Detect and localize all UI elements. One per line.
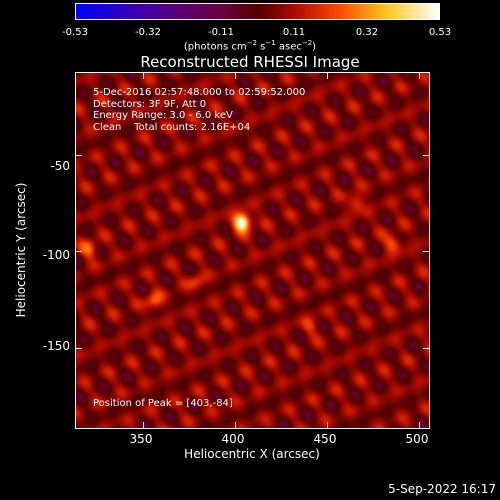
y-tick-mark <box>76 347 82 349</box>
annotation-energy-range: Energy Range: 3.0 - 6.0 keV <box>93 110 233 121</box>
annotation-peak-position: Position of Peak = [403,-84] <box>93 398 233 409</box>
rhessi-image-heatmap <box>76 73 429 428</box>
colorbar-tick-label: -0.53 <box>62 27 88 38</box>
annotation-clean-counts: Clean Total counts: 2.16E+04 <box>93 121 251 133</box>
colorbar-tick-label: 0.32 <box>355 27 379 38</box>
y-tick-mark <box>423 154 429 156</box>
x-tick-mark <box>326 73 328 79</box>
x-tick-mark <box>418 422 420 428</box>
y-axis-label: Heliocentric Y (arcsec) <box>14 182 28 318</box>
y-tick-mark <box>76 154 82 156</box>
colorbar-tick-label: 0.53 <box>428 27 452 38</box>
y-tick-label: -150 <box>42 339 70 353</box>
x-tick-mark <box>235 73 237 79</box>
colorbar <box>75 3 440 20</box>
x-tick-label: 400 <box>221 432 245 446</box>
x-axis-label: Heliocentric X (arcsec) <box>184 447 320 461</box>
colorbar-tick-label: -0.11 <box>208 27 234 38</box>
y-tick-mark <box>76 251 82 253</box>
x-tick-mark <box>235 422 237 428</box>
plot-area: 5-Dec-2016 02:57:48.000 to 02:59:52.000 … <box>75 72 430 429</box>
x-tick-mark <box>418 73 420 79</box>
x-tick-mark <box>143 73 145 79</box>
chart-title: Reconstructed RHESSI Image <box>140 53 360 71</box>
x-tick-label: 350 <box>129 432 153 446</box>
x-tick-label: 450 <box>313 432 337 446</box>
x-tick-mark <box>326 422 328 428</box>
y-tick-label: -50 <box>50 159 70 173</box>
y-tick-mark <box>423 251 429 253</box>
annotation-detectors: Detectors: 3F 9F, Att 0 <box>93 98 207 110</box>
x-tick-label: 500 <box>405 432 429 446</box>
colorbar-tick-label: 0.11 <box>282 27 306 38</box>
x-tick-mark <box>143 422 145 428</box>
annotation-time-range: 5-Dec-2016 02:57:48.000 to 02:59:52.000 <box>93 87 306 98</box>
y-tick-label: -100 <box>42 248 70 262</box>
colorbar-tick-label: -0.32 <box>135 27 161 38</box>
y-tick-mark <box>423 347 429 349</box>
footer-date: 5-Sep-2022 16:17 <box>388 482 496 496</box>
colorbar-unit-label: (photons cm−2 s−1 asec−2) <box>183 39 317 53</box>
